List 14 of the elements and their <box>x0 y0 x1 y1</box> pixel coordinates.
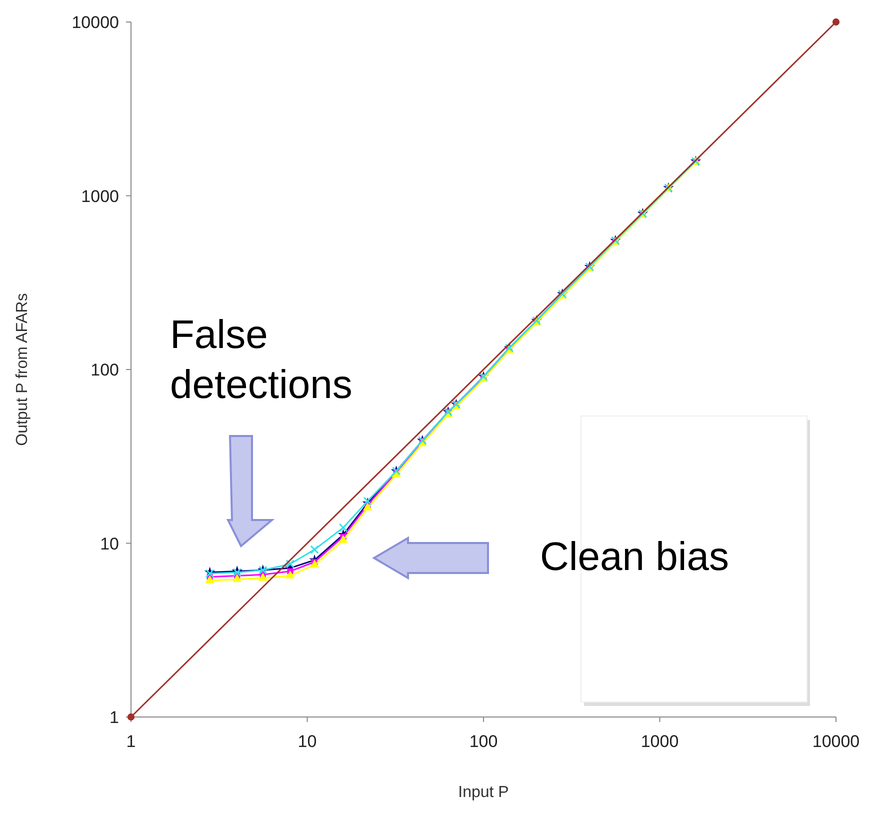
annotation: False detections <box>170 313 352 407</box>
x-axis-title: Input P <box>458 784 509 801</box>
x-tick-label: 10000 <box>812 732 860 751</box>
y-tick-label: 10 <box>100 534 119 554</box>
x-tick-label: 10 <box>298 732 317 751</box>
y-tick-label: 10000 <box>72 13 119 32</box>
x-tick-label: 1 <box>126 732 136 751</box>
annotation: Clean bias <box>540 535 730 579</box>
x-tick-label: 100 <box>469 732 498 751</box>
y-axis-title: Output P from AFARs <box>14 293 31 446</box>
y-tick-label: 100 <box>90 360 119 380</box>
x-tick-label: 1000 <box>640 732 679 751</box>
y-tick-label: 1000 <box>81 186 119 206</box>
y-tick-label: 1 <box>110 708 119 727</box>
